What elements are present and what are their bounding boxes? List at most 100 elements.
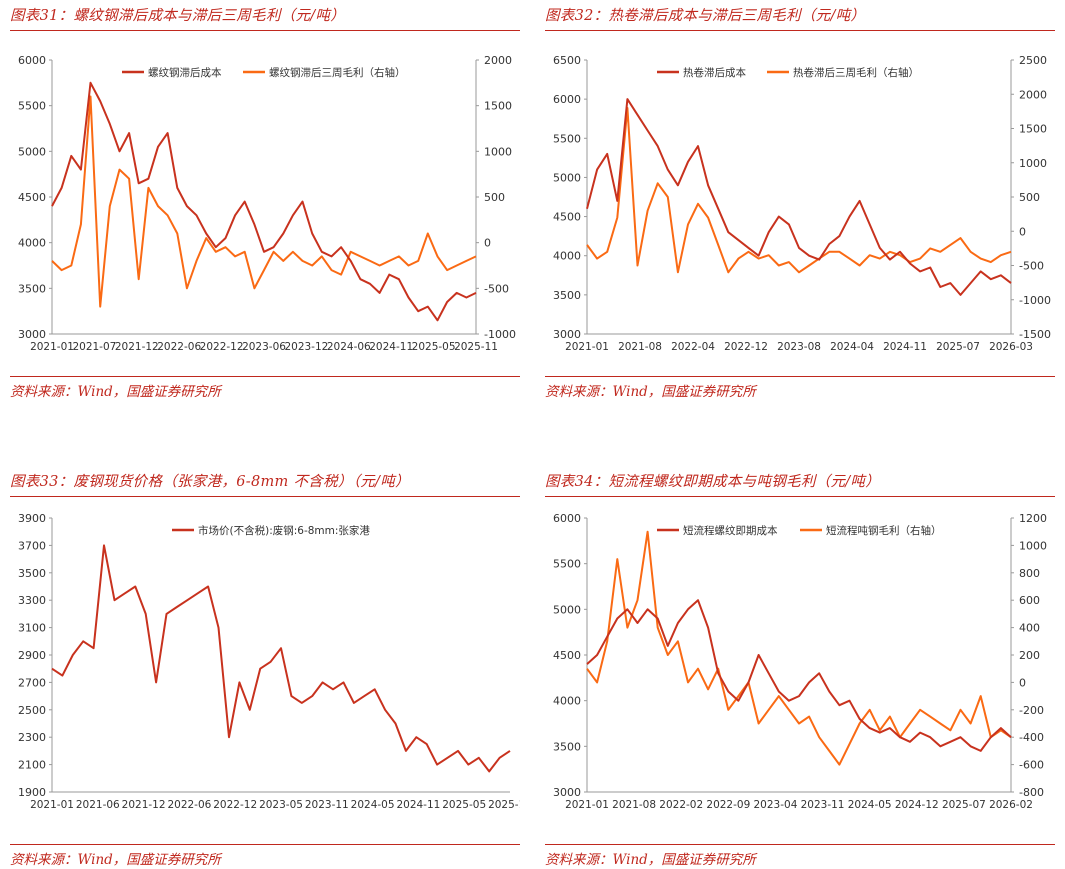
x-tick-label: 2024-12 (895, 799, 939, 811)
x-tick-label: 2022-09 (706, 799, 750, 811)
y-tick-label-left: 2500 (18, 704, 46, 717)
y-tick-label-right: 0 (1019, 676, 1026, 689)
y-tick-label-left: 2700 (18, 676, 46, 689)
series-line-0 (51, 81, 477, 322)
source-divider (545, 376, 1055, 377)
y-tick-label-left: 3000 (553, 786, 581, 799)
x-tick-label: 2026-02 (989, 799, 1033, 811)
x-tick-label: 2023-04 (754, 799, 798, 811)
y-tick-label-left: 4500 (553, 211, 581, 224)
source-divider (545, 844, 1055, 845)
eaf-cost-margin-chart: 3000350040004500500055006000-800-600-400… (553, 512, 1047, 811)
x-tick-label: 2021-08 (612, 799, 656, 811)
rebar-cost-margin-chart: 3000 3500 4000 4500 5000 5500 6000 -1000 -500 0 50… (18, 54, 516, 353)
chart-title: 图表31：螺纹钢滞后成本与滞后三周毛利（元/吨） (10, 8, 346, 24)
y-tick-label-left: 3000 (18, 328, 46, 341)
x-tick-label: 2022-04 (671, 341, 715, 353)
x-tick-label: 2023-11 (801, 799, 845, 811)
series-line-0 (51, 544, 511, 773)
chart-title: 图表34：短流程螺纹即期成本与吨钢毛利（元/吨） (545, 474, 881, 490)
y-tick-label-right: 0 (484, 237, 491, 250)
series-line-1 (586, 530, 1012, 766)
legend-label-0: 热卷滞后成本 (683, 66, 746, 79)
y-tick-label-left: 1900 (18, 786, 46, 799)
y-tick-label-right: -600 (1019, 759, 1044, 772)
series-line-1 (586, 107, 1012, 274)
x-tick-label: 2023-06 (242, 341, 286, 353)
y-tick-label-left: 4500 (553, 649, 581, 662)
x-tick-label: 2022-06 (157, 341, 201, 353)
y-tick-label-right: 1000 (1019, 157, 1047, 170)
y-tick-label-right: 800 (1019, 567, 1040, 580)
y-tick-label-right: 1000 (1019, 539, 1047, 552)
y-tick-label-left: 4500 (18, 191, 46, 204)
y-tick-label-right: 1500 (1019, 123, 1047, 136)
panel-chart-33: 图表33：废钢现货价格（张家港，6-8mm 不含税）（元/吨） 1900 2100… (10, 466, 520, 868)
source-divider (10, 376, 520, 377)
x-tick-label: 2026-03 (989, 341, 1033, 353)
x-tick-label: 2022-06 (167, 799, 211, 811)
y-tick-label-right: 400 (1019, 622, 1040, 635)
x-tick-label: 2021-01 (565, 341, 609, 353)
y-tick-label-right: 0 (1019, 225, 1026, 238)
y-tick-label-right: -1000 (484, 328, 516, 341)
x-tick-label: 2024-05 (351, 799, 395, 811)
y-tick-label-right: 500 (1019, 191, 1040, 204)
x-tick-label: 2023-05 (259, 799, 303, 811)
title-divider (545, 30, 1055, 31)
y-tick-label-left: 6000 (553, 512, 581, 525)
y-tick-label-left: 5500 (553, 132, 581, 145)
y-tick-label-left: 4000 (553, 250, 581, 263)
y-tick-label-right: -500 (484, 282, 509, 295)
y-tick-label-right: 200 (1019, 649, 1040, 662)
y-tick-label-left: 2100 (18, 759, 46, 772)
chart-title: 图表33：废钢现货价格（张家港，6-8mm 不含税）（元/吨） (10, 474, 410, 490)
y-tick-label-right: 1500 (484, 100, 512, 113)
x-tick-label: 2021-07 (72, 341, 116, 353)
x-tick-label: 2023-11 (305, 799, 349, 811)
y-tick-label-left: 2300 (18, 731, 46, 744)
x-tick-label: 2021-06 (76, 799, 120, 811)
x-tick-label: 2021-12 (115, 341, 159, 353)
y-tick-label-right: -200 (1019, 704, 1044, 717)
x-tick-label: 2024-11 (883, 341, 927, 353)
y-tick-label-right: 2000 (484, 54, 512, 67)
x-tick-label: 2025-10 (488, 799, 520, 811)
legend-label-0: 市场价(不含税):废钢:6-8mm:张家港 (198, 524, 370, 537)
y-tick-label-left: 5000 (18, 145, 46, 158)
y-tick-label-left: 3500 (553, 740, 581, 753)
y-tick-label-right: -800 (1019, 786, 1044, 799)
y-tick-label-left: 4000 (553, 695, 581, 708)
title-divider (10, 30, 520, 31)
y-tick-label-right: -1500 (1019, 328, 1051, 341)
source-note: 资料来源：Wind，国盛证券研究所 (545, 384, 756, 400)
y-tick-label-left: 3100 (18, 622, 46, 635)
y-tick-label-left: 5500 (18, 100, 46, 113)
x-tick-label: 2025-11 (454, 341, 498, 353)
panel-chart-31: 图表31：螺纹钢滞后成本与滞后三周毛利（元/吨） 3000 3500 4000 450… (10, 0, 520, 400)
panel-chart-32: 图表32：热卷滞后成本与滞后三周毛利（元/吨） 3000 3500 4000 4500… (545, 0, 1055, 400)
x-tick-label: 2024-05 (848, 799, 892, 811)
x-tick-label: 2024-11 (369, 341, 413, 353)
series-line-0 (586, 98, 1012, 296)
x-tick-label: 2024-04 (830, 341, 874, 353)
legend-label-1: 热卷滞后三周毛利（右轴） (793, 66, 919, 79)
chart-title: 图表32：热卷滞后成本与滞后三周毛利（元/吨） (545, 8, 866, 24)
y-tick-label-left: 3300 (18, 594, 46, 607)
x-tick-label: 2023-08 (777, 341, 821, 353)
y-tick-label-right: 1000 (484, 145, 512, 158)
x-tick-label: 2025-05 (442, 799, 486, 811)
x-tick-label: 2021-01 (30, 799, 74, 811)
y-tick-label-left: 6000 (553, 93, 581, 106)
x-tick-label: 2021-01 (30, 341, 74, 353)
legend-label-1: 螺纹钢滞后三周毛利（右轴） (269, 66, 406, 79)
series-line-1 (51, 95, 477, 308)
title-divider (545, 496, 1055, 497)
y-tick-label-left: 5500 (553, 558, 581, 571)
x-tick-label: 2023-12 (284, 341, 328, 353)
y-tick-label-left: 6500 (553, 54, 581, 67)
y-tick-label-right: 500 (484, 191, 505, 204)
y-tick-label-left: 4000 (18, 237, 46, 250)
x-tick-label: 2021-01 (565, 799, 609, 811)
legend-label-1: 短流程吨钢毛利（右轴） (826, 524, 942, 537)
